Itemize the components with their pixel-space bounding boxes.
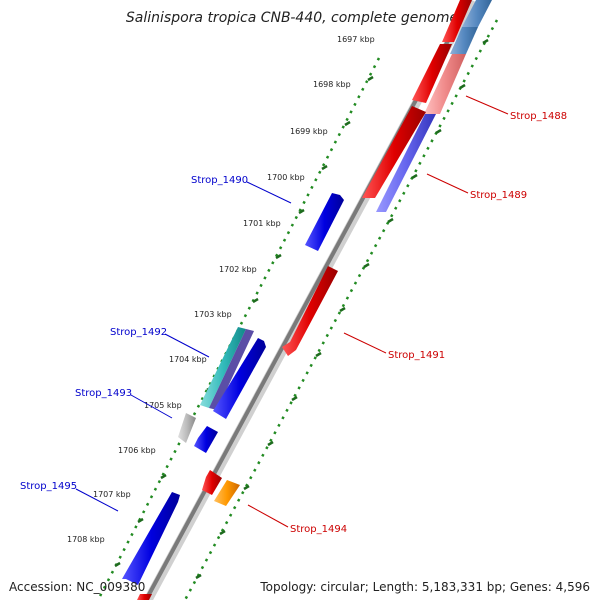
tick-label: 1703 kbp	[194, 310, 232, 319]
strop-1495-feature	[122, 492, 180, 585]
gene-labels: Strop_1488 Strop_1489 Strop_1490 Strop_1…	[20, 111, 567, 535]
strop-1494-red	[202, 470, 222, 495]
strop-1488-upper	[412, 44, 452, 103]
tick-label: 1708 kbp	[67, 535, 105, 544]
strop-1492-cyan	[200, 327, 246, 408]
gene-label-strop-1490[interactable]: Strop_1490	[191, 175, 248, 186]
tick-label: 1705 kbp	[144, 401, 182, 410]
strop-1494-orange	[214, 480, 240, 506]
gene-label-strop-1491[interactable]: Strop_1491	[388, 350, 445, 361]
gene-label-strop-1495[interactable]: Strop_1495	[20, 481, 77, 492]
genome-summary-text: Topology: circular; Length: 5,183,331 bp…	[260, 580, 590, 594]
forward-features	[137, 0, 492, 600]
strop-1493-feature	[194, 426, 218, 453]
label-leaders	[75, 95, 509, 528]
strop-1492-purple	[209, 329, 254, 410]
strop-1489-red-arrow	[362, 106, 426, 198]
tick-label: 1702 kbp	[219, 265, 257, 274]
gene-label-strop-1494[interactable]: Strop_1494	[290, 524, 347, 535]
tick-label: 1701 kbp	[243, 219, 281, 228]
gene-label-strop-1493[interactable]: Strop_1493	[75, 388, 132, 399]
steel-feature-mid	[450, 27, 478, 54]
strop-1488-feature	[442, 0, 472, 42]
strop-1492-feature	[213, 338, 266, 419]
strop-1493-grey	[178, 413, 196, 443]
tick-label: 1706 kbp	[118, 446, 156, 455]
strop-1491-feature	[282, 266, 338, 356]
tick-label: 1698 kbp	[313, 80, 351, 89]
tick-label: 1707 kbp	[93, 490, 131, 499]
kbp-labels: 1697 kbp 1698 kbp 1699 kbp 1700 kbp 1701…	[67, 35, 375, 544]
map-title: Salinispora tropica CNB-440, complete ge…	[126, 10, 458, 26]
gene-label-strop-1488[interactable]: Strop_1488	[510, 111, 567, 122]
accession-text: Accession: NC_009380	[9, 580, 146, 594]
gene-label-strop-1489[interactable]: Strop_1489	[470, 190, 527, 201]
strop-1490-feature	[305, 193, 344, 251]
bottom-red-feature	[137, 594, 152, 600]
gene-label-strop-1492[interactable]: Strop_1492	[110, 327, 167, 338]
outer-tick-marks	[195, 38, 489, 580]
tick-label: 1700 kbp	[267, 173, 305, 182]
strop-1489-feature	[376, 114, 436, 212]
strop-1488-pink	[424, 54, 466, 114]
reverse-features	[122, 193, 344, 585]
steel-feature-top	[462, 0, 492, 27]
tick-label: 1699 kbp	[290, 127, 328, 136]
tick-label: 1697 kbp	[337, 35, 375, 44]
tick-label: 1704 kbp	[169, 355, 207, 364]
